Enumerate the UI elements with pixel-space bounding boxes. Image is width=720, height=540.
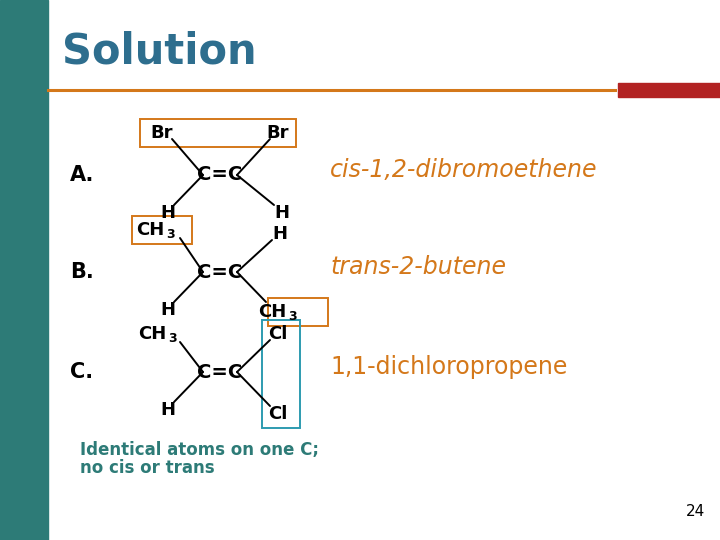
Text: H: H (161, 204, 176, 222)
Text: H: H (272, 225, 287, 243)
Text: Identical atoms on one C;: Identical atoms on one C; (80, 441, 319, 459)
Text: B.: B. (70, 262, 94, 282)
Text: H: H (274, 204, 289, 222)
Bar (268, 298, 328, 326)
Bar (0, 0, 48, 540)
Text: C=C: C=C (197, 362, 243, 381)
Text: C.: C. (70, 362, 93, 382)
Text: C=C: C=C (197, 262, 243, 281)
Text: H: H (161, 301, 176, 319)
Text: Br: Br (150, 124, 174, 142)
Bar (262, 320, 300, 428)
Bar (132, 216, 192, 244)
Text: 3: 3 (288, 310, 297, 323)
Text: A.: A. (70, 165, 94, 185)
Bar (618, 83, 720, 97)
Bar (140, 119, 296, 147)
Text: CH: CH (258, 303, 286, 321)
Text: Cl: Cl (269, 325, 288, 343)
Text: 3: 3 (166, 228, 175, 241)
Text: 24: 24 (685, 504, 705, 519)
Text: 1,1-dichloropropene: 1,1-dichloropropene (330, 355, 567, 379)
Text: C=C: C=C (197, 165, 243, 185)
Text: Cl: Cl (269, 405, 288, 423)
Text: trans-2-butene: trans-2-butene (330, 255, 506, 279)
Text: Br: Br (266, 124, 289, 142)
Text: 3: 3 (168, 333, 176, 346)
Text: H: H (161, 401, 176, 419)
Text: no cis or trans: no cis or trans (80, 459, 215, 477)
Text: CH: CH (136, 221, 164, 239)
Text: Solution: Solution (62, 30, 256, 72)
Text: cis-1,2-dibromoethene: cis-1,2-dibromoethene (330, 158, 598, 182)
Text: CH: CH (138, 325, 166, 343)
